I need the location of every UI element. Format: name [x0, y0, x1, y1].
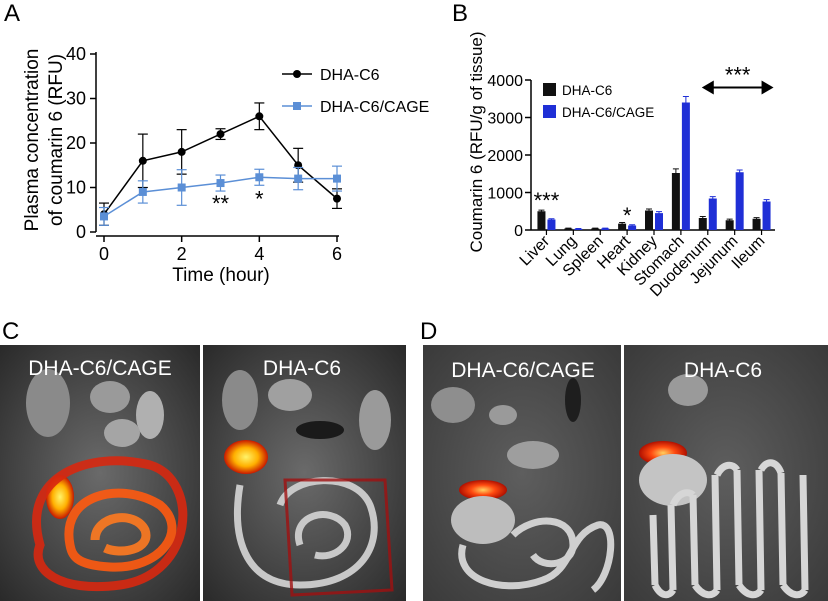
chart-a-point — [333, 174, 341, 183]
chart-a-point — [138, 187, 147, 196]
chart-b-legend-label: DHA-C6 — [562, 83, 612, 98]
chart-a-point — [177, 147, 186, 156]
chart-b-bar — [574, 228, 583, 230]
chart-b-bar — [537, 211, 546, 230]
chart-b-bar — [735, 172, 744, 230]
panel-d-right-title: DHA-C6 — [684, 359, 762, 382]
chart-b-legend-swatch — [543, 105, 556, 118]
chart-a-point — [177, 183, 186, 192]
organ — [26, 369, 70, 437]
chart-a-xtick-label: 2 — [177, 244, 187, 264]
organ — [222, 370, 258, 430]
panel-d-left-background — [423, 345, 621, 601]
organ — [90, 381, 130, 413]
intestine — [649, 459, 809, 599]
chart-a-ylabel-line2: of coumarin 6 (RFU) — [46, 54, 67, 226]
chart-b-bar — [671, 173, 680, 230]
chart-a-xlabel: Time (hour) — [172, 265, 269, 286]
chart-a-ytick-label: 30 — [66, 89, 86, 109]
organ — [136, 391, 164, 439]
panel-d-left-title: DHA-C6/CAGE — [451, 359, 595, 382]
chart-b-significance: *** — [725, 63, 751, 88]
chart-b-ytick-label: 3000 — [487, 111, 523, 128]
chart-a-legend-label: DHA-C6/CAGE — [320, 99, 429, 116]
chart-b-ytick-label: 2000 — [487, 148, 523, 165]
chart-b-legend-swatch — [543, 83, 556, 96]
chart-a-point — [138, 156, 147, 165]
chart-b-ytick-label: 4000 — [487, 73, 523, 90]
chart-a-point — [255, 112, 264, 121]
chart-b-ylabel: Coumarin 6 (RFU/g of tissue) — [467, 31, 486, 252]
intestine-fluorescence — [32, 456, 188, 592]
chart-a-ytick-label: 10 — [66, 178, 86, 198]
panel-c-imaging: DHA-C6/CAGE DHA-C6 — [0, 345, 406, 601]
chart-a-significance: * — [255, 186, 264, 211]
chart-a-ytick-label: 0 — [76, 222, 86, 242]
chart-b-legend-label: DHA-C6/CAGE — [562, 105, 654, 120]
panel-c-left-title: DHA-C6/CAGE — [28, 357, 172, 380]
chart-b-bar — [564, 228, 573, 230]
chart-b-bar — [762, 201, 771, 230]
chart-a-legend-label: DHA-C6 — [320, 67, 380, 84]
chart-b-bar — [698, 218, 707, 230]
chart-a-xtick-label: 6 — [332, 244, 342, 264]
organ — [507, 441, 559, 469]
organ — [296, 421, 344, 439]
stomach — [451, 496, 515, 544]
fluorescence-hotspot — [224, 440, 268, 474]
chart-a-point — [100, 212, 108, 221]
panel-label-b: B — [452, 0, 469, 27]
panel-label-a: A — [4, 0, 21, 27]
chart-b-ytick-label: 0 — [514, 223, 523, 240]
chart-a-point — [294, 174, 303, 183]
chart-a-point — [216, 130, 225, 139]
chart-a-point — [216, 179, 225, 188]
panel-c-right-title: DHA-C6 — [263, 357, 341, 380]
chart-a-xtick-label: 0 — [99, 244, 109, 264]
chart-a-ytick-label: 20 — [66, 133, 86, 153]
organ — [489, 405, 517, 425]
fluorescence-hotspot — [459, 480, 507, 500]
panel-label-d: D — [420, 318, 438, 345]
chart-b-bar — [725, 220, 734, 230]
chart-a-legend-marker — [293, 70, 301, 78]
chart-b-arrow-head — [701, 80, 714, 95]
chart-a-xtick-label: 4 — [254, 244, 264, 264]
chart-a-legend-marker — [293, 102, 301, 110]
chart-b-bar — [681, 102, 690, 230]
chart-b-bar — [628, 225, 637, 230]
chart-b-bar — [655, 213, 663, 230]
chart-b-arrow-head — [761, 80, 774, 95]
chart-b-bar — [547, 219, 556, 230]
chart-a-plasma-concentration: Plasma concentration of coumarin 6 (RFU)… — [22, 44, 429, 286]
chart-a-point — [333, 194, 341, 203]
chart-a-ylabel-line1: Plasma concentration — [22, 49, 43, 232]
organ — [359, 390, 391, 450]
panel-d-imaging: DHA-C6/CAGE DHA-C6 — [423, 345, 828, 601]
organ — [668, 374, 708, 406]
organ — [431, 387, 475, 423]
intestine — [458, 517, 615, 593]
chart-b-bar — [601, 228, 610, 230]
chart-a-ytick-label: 40 — [66, 44, 86, 64]
chart-b-bar — [708, 198, 717, 230]
chart-b-ytick-label: 1000 — [487, 186, 523, 203]
organ — [565, 378, 581, 422]
panel-label-c: C — [2, 318, 20, 345]
chart-b-bar — [591, 228, 600, 230]
chart-a-significance: ** — [212, 191, 230, 216]
organ — [268, 379, 312, 411]
chart-b-significance: *** — [534, 188, 560, 213]
chart-a-point — [255, 173, 264, 182]
chart-b-tissue-distribution: Coumarin 6 (RFU/g of tissue) 0 1000 2000 30… — [467, 31, 775, 300]
chart-b-bar — [752, 218, 761, 230]
chart-b-bar — [645, 210, 653, 230]
chart-b-significance: * — [623, 203, 632, 228]
chart-b-bar — [618, 223, 627, 230]
organ — [104, 419, 140, 447]
